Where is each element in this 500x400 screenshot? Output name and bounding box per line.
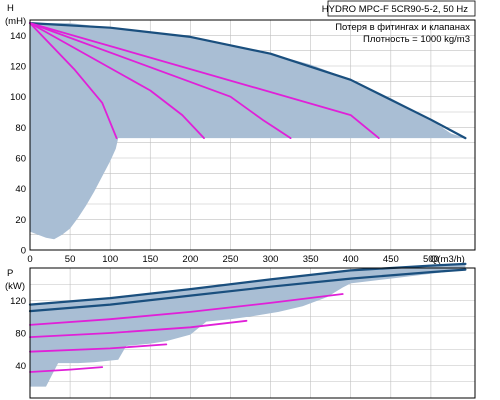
head-curves (28, 22, 467, 140)
head-x-axis-label: Q(m3/h) (430, 254, 465, 265)
power-chart: 40 80 120 P (kW) (5, 262, 476, 399)
head-x-tick-label: 450 (383, 254, 399, 265)
annotation-fittings: Потеря в фитингах и клапанах (335, 22, 470, 33)
head-y-tick-label: 60 (15, 154, 26, 165)
head-partial-curve-4 (29, 22, 118, 139)
power-partial-curve-4 (29, 343, 168, 353)
head-y-tick-label: 40 (15, 184, 26, 195)
head-x-tick-label: 500 (423, 254, 439, 265)
head-plot-border (29, 19, 476, 251)
chart-title: HYDRO MPC-F 5CR90-5-2, 50 Hz (322, 4, 468, 15)
chart-title-box (327, 0, 476, 17)
annotation-density: Плотность = 1000 kg/m3 (363, 34, 470, 45)
head-x-tick-label: 250 (223, 254, 239, 265)
power-y-axis-unit: (kW) (5, 281, 25, 292)
power-y-tick-labels: 40 80 120 (10, 296, 26, 372)
head-x-tick-label: 400 (343, 254, 359, 265)
head-x-tick-label: 100 (102, 254, 118, 265)
power-partial-curve-5 (29, 366, 104, 373)
power-curves (28, 262, 467, 373)
head-region-area (30, 23, 466, 240)
power-y-tick-label: 120 (10, 296, 26, 307)
power-plot-border (29, 267, 476, 399)
power-max-curve-0 (28, 262, 467, 306)
head-y-tick-label: 100 (10, 92, 26, 103)
power-y-tick-label: 80 (15, 329, 26, 340)
head-y-tick-label: 140 (10, 31, 26, 42)
power-max-curve-1 (28, 268, 467, 313)
head-x-tick-label: 50 (65, 254, 76, 265)
head-x-tick-label: 150 (142, 254, 158, 265)
head-partial-curve-1 (29, 22, 380, 139)
head-y-tick-label: 20 (15, 215, 26, 226)
power-partial-curve-3 (29, 319, 248, 338)
power-y-tick-label: 40 (15, 361, 26, 372)
power-y-axis-label: P (7, 268, 13, 279)
head-max-curve-0 (28, 22, 467, 140)
head-y-axis-unit: (mH) (5, 16, 26, 27)
head-partial-curve-2 (29, 22, 292, 139)
head-y-tick-labels: 0 20 40 60 80 100 120 140 (10, 31, 26, 257)
head-x-tick-label: 0 (27, 254, 32, 265)
head-y-tick-label: 120 (10, 62, 26, 73)
head-x-tick-label: 200 (182, 254, 198, 265)
head-y-axis-label: H (7, 3, 14, 14)
head-x-tick-labels: 0 50 100 150 200 250 300 350 400 450 500 (27, 254, 438, 265)
head-partial-curve-3 (29, 22, 205, 139)
head-chart: 0 20 40 60 80 100 120 140 0 50 100 150 200 250 300 350… (5, 0, 476, 265)
head-y-tick-label: 80 (15, 123, 26, 134)
head-y-tick-label: 0 (21, 246, 26, 257)
head-operating-region (30, 23, 466, 240)
power-partial-curve-2 (29, 293, 344, 326)
head-x-tick-label: 300 (263, 254, 279, 265)
head-x-tick-label: 350 (303, 254, 319, 265)
